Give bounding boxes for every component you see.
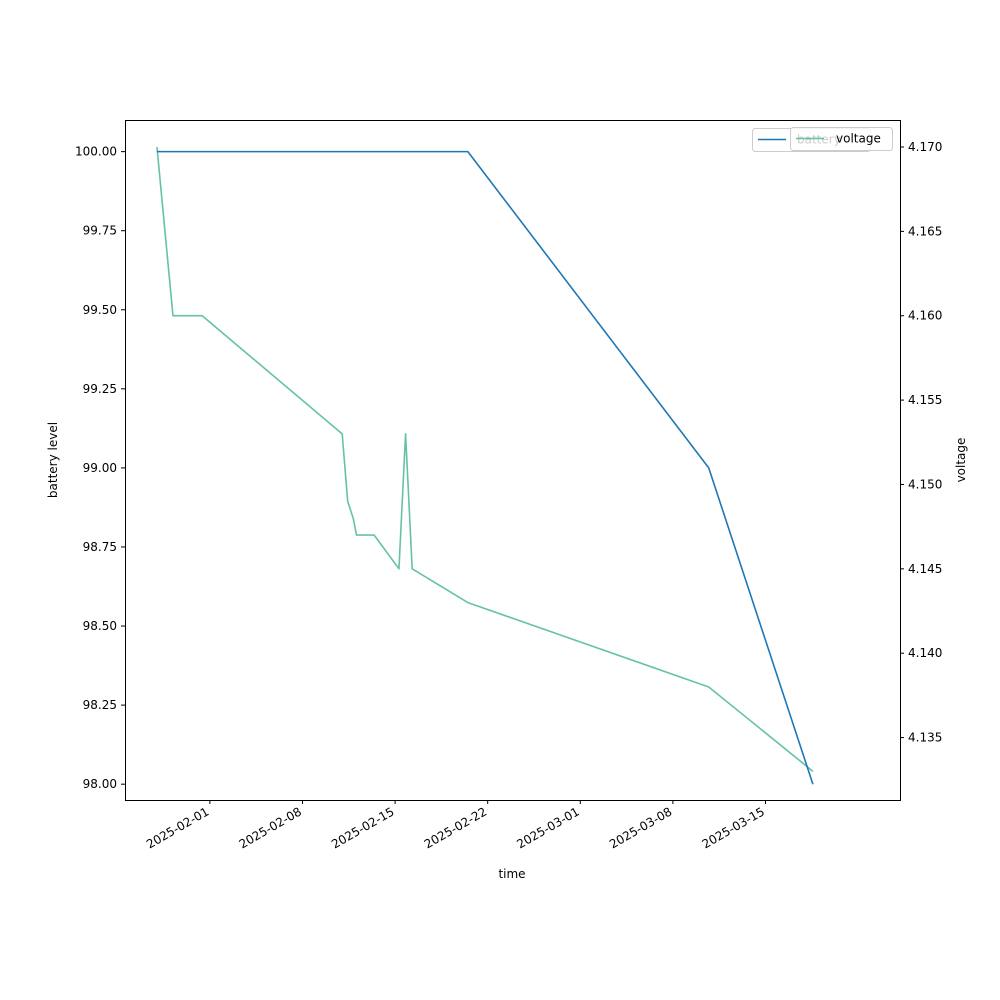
y-axis-right: 4.135 4.140 4.145 4.150 4.155 4.160 4.165 4.170 [900,140,942,745]
y-left-tick-label: 99.50 [83,303,117,317]
y-left-tick-label: 98.00 [83,777,117,791]
y-right-tick-label: 4.150 [908,477,942,491]
series-line-voltage [156,146,814,772]
y-right-tick-label: 4.170 [908,140,942,154]
y-right-tick-label: 4.135 [908,731,942,745]
legend-voltage-box [790,127,893,151]
y-right-tick-label: 4.145 [908,562,942,576]
x-tick-label: 2025-02-08 [237,804,304,851]
y-left-tick-label: 98.75 [83,540,117,554]
y-left-tick-label: 99.00 [83,461,117,475]
plot-frame [125,120,901,801]
legend-voltage-label: voltage [836,132,881,146]
y-axis-right-label: voltage [954,438,968,483]
y-right-tick-label: 4.165 [908,224,942,238]
x-tick-label: 2025-03-08 [607,804,674,851]
y-left-tick-label: 100.00 [75,145,117,159]
y-left-tick-label: 98.50 [83,619,117,633]
x-tick-label: 2025-02-01 [144,804,211,851]
x-tick-label: 2025-02-15 [329,804,396,851]
y-left-tick-label: 99.75 [83,224,117,238]
y-right-tick-label: 4.155 [908,393,942,407]
y-left-tick-label: 99.25 [83,382,117,396]
x-tick-label: 2025-02-22 [422,804,489,851]
x-tick-label: 2025-03-15 [700,804,767,851]
x-axis-label: time [498,867,525,881]
y-left-tick-label: 98.25 [83,698,117,712]
y-axis-left-label: battery level [46,422,60,498]
x-axis: 2025-02-01 2025-02-08 2025-02-15 2025-02-22… [144,800,767,851]
y-right-tick-label: 4.140 [908,646,942,660]
series-layer [156,146,814,785]
y-right-tick-label: 4.160 [908,309,942,323]
x-tick-label: 2025-03-01 [514,804,581,851]
series-line-battery [156,150,814,785]
legend-voltage: voltage [790,127,893,151]
y-axis-left: 98.00 98.25 98.50 98.75 99.00 99.25 99.50 99.75… [75,145,125,791]
